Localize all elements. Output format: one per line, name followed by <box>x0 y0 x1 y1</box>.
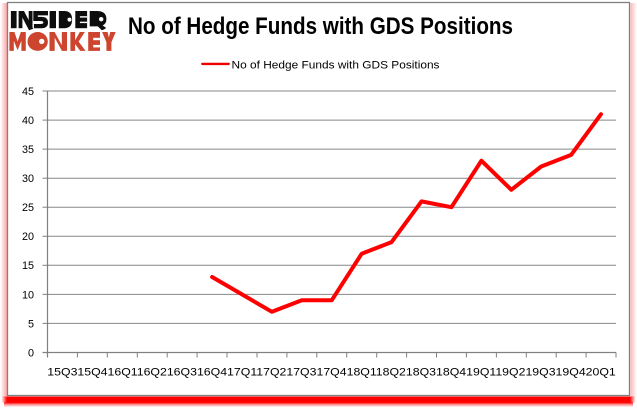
svg-text:15: 15 <box>22 260 34 272</box>
svg-text:30: 30 <box>22 173 34 185</box>
svg-text:25: 25 <box>22 202 34 214</box>
svg-text:20: 20 <box>22 231 34 243</box>
svg-text:No of Hedge Funds with GDS Pos: No of Hedge Funds with GDS Positions <box>232 60 441 72</box>
svg-text:10: 10 <box>22 289 34 301</box>
svg-text:0: 0 <box>28 347 34 359</box>
svg-text:35: 35 <box>22 144 34 156</box>
svg-text:45: 45 <box>22 86 34 98</box>
svg-text:40: 40 <box>22 115 34 127</box>
svg-text:No of Hedge Funds with GDS Pos: No of Hedge Funds with GDS Positions <box>128 13 513 40</box>
svg-text:15Q315Q416Q116Q216Q316Q417Q117: 15Q315Q416Q116Q216Q316Q417Q117Q217Q317Q4… <box>47 367 616 379</box>
svg-text:5: 5 <box>28 318 34 330</box>
